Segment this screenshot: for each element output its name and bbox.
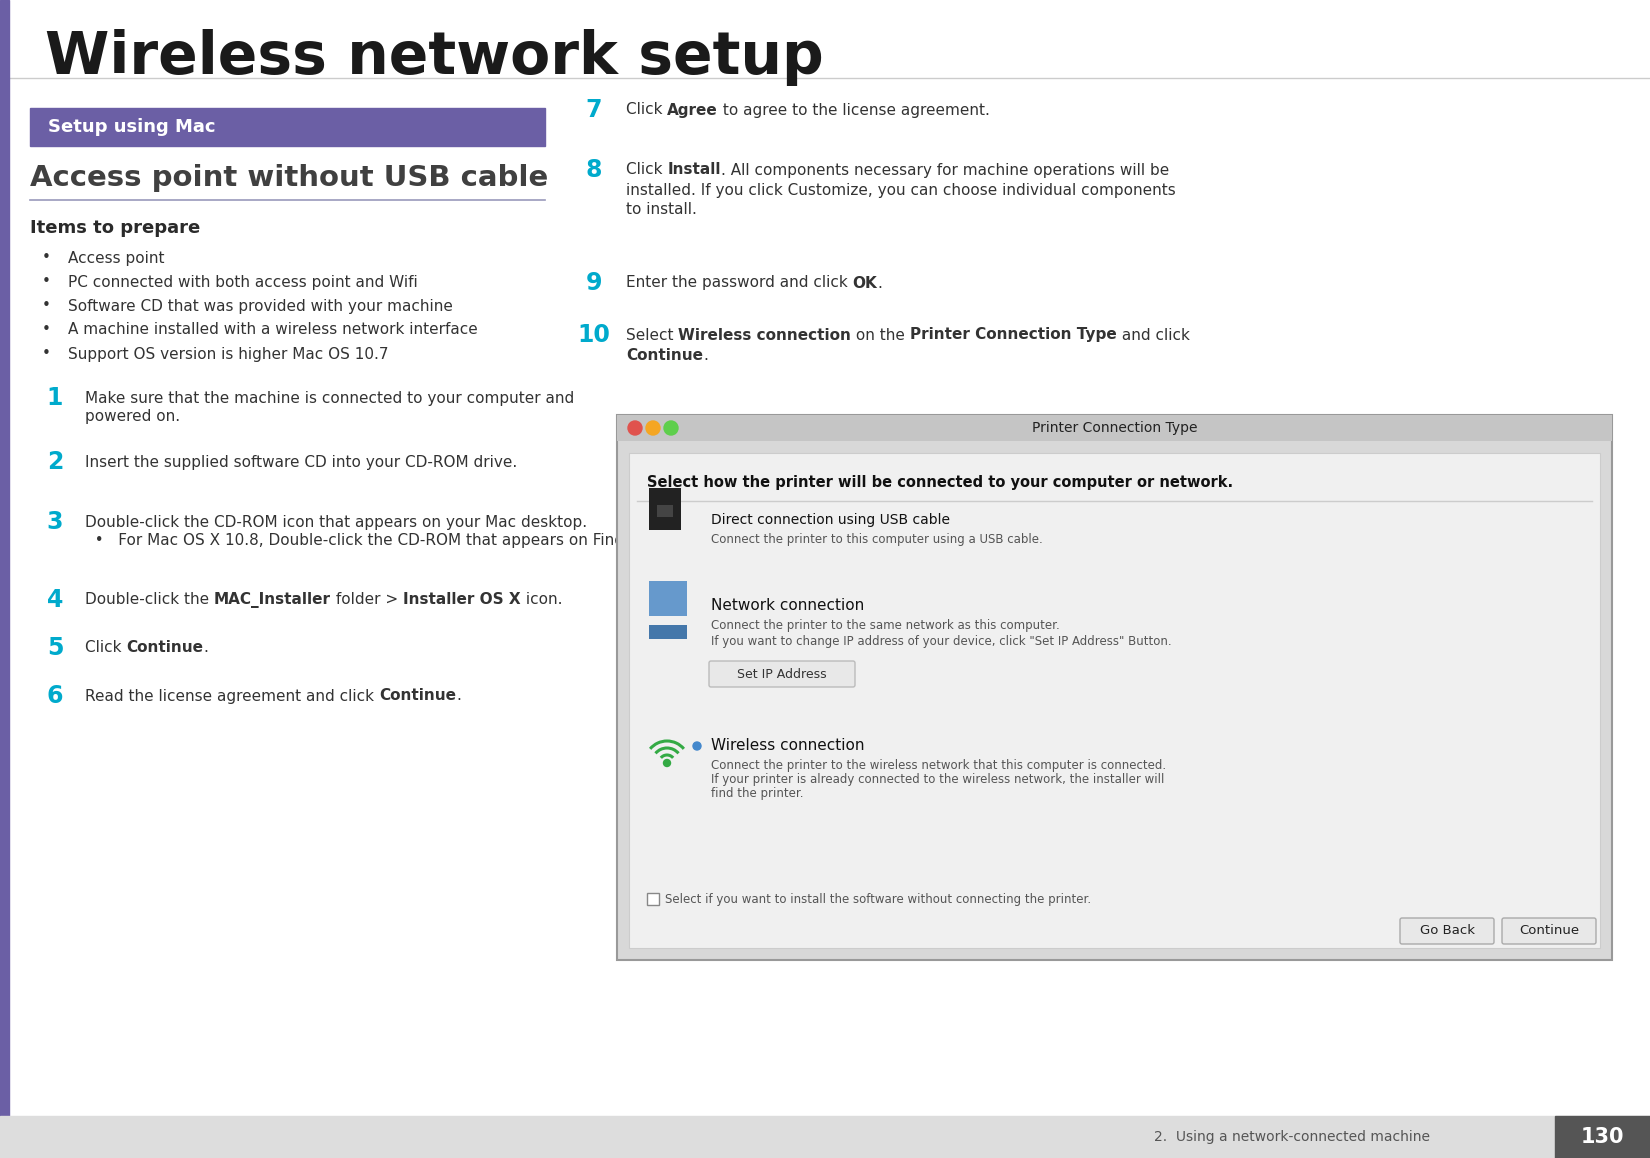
Circle shape [647,422,660,435]
Text: Connect the printer to this computer using a USB cable.: Connect the printer to this computer usi… [711,533,1043,545]
Text: Direct connection using USB cable: Direct connection using USB cable [711,513,950,527]
Text: Select how the printer will be connected to your computer or network.: Select how the printer will be connected… [647,476,1233,491]
Text: 10: 10 [578,323,610,347]
Bar [648,488,681,530]
Text: Continue: Continue [625,347,703,362]
Text: Set IP Address: Set IP Address [738,667,827,681]
Text: Wireless connection: Wireless connection [678,328,851,343]
FancyBboxPatch shape [1399,918,1493,944]
Bar [30,108,544,146]
Text: Install: Install [667,162,721,177]
Circle shape [693,742,701,750]
Text: Printer Connection Type: Printer Connection Type [911,328,1117,343]
Text: 4: 4 [46,588,63,611]
Text: OK: OK [853,276,878,291]
Text: Continue: Continue [127,640,203,655]
Text: Enter the password and click: Enter the password and click [625,276,853,291]
Text: 5: 5 [46,636,63,660]
Bar [647,893,658,906]
Text: powered on.: powered on. [86,409,180,424]
Text: installed. If you click Customize, you can choose individual components: installed. If you click Customize, you c… [625,183,1176,198]
Text: Connect the printer to the wireless network that this computer is connected.: Connect the printer to the wireless netw… [711,760,1167,772]
Bar [617,415,1612,960]
Text: Wireless connection: Wireless connection [711,739,865,754]
Text: Wireless network setup: Wireless network setup [45,29,823,87]
Text: 2: 2 [46,450,63,474]
Bar [629,453,1600,948]
Text: Installer OS X: Installer OS X [403,593,521,608]
Text: .: . [455,689,460,704]
Text: •   For Mac OS X 10.8, Double-click the CD-ROM that appears on Finder.: • For Mac OS X 10.8, Double-click the CD… [86,533,644,548]
Text: Support OS version is higher Mac OS 10.7: Support OS version is higher Mac OS 10.7 [68,346,388,361]
Text: If you want to change IP address of your device, click "Set IP Address" Button.: If you want to change IP address of your… [711,635,1172,647]
Text: Insert the supplied software CD into your CD-ROM drive.: Insert the supplied software CD into you… [86,454,516,469]
Bar [0,1116,1650,1158]
Text: Read the license agreement and click: Read the license agreement and click [86,689,380,704]
Text: Go Back: Go Back [1419,924,1475,938]
Text: . All components necessary for machine operations will be: . All components necessary for machine o… [721,162,1170,177]
Bar [0,0,8,1158]
Text: MAC_Installer: MAC_Installer [214,592,332,608]
Text: Double-click the: Double-click the [86,593,214,608]
Text: 1: 1 [46,386,63,410]
Text: If your printer is already connected to the wireless network, the installer will: If your printer is already connected to … [711,774,1165,786]
Text: PC connected with both access point and Wifi: PC connected with both access point and … [68,274,417,290]
Text: Connect the printer to the same network as this computer.: Connect the printer to the same network … [711,620,1059,632]
Text: Select if you want to install the software without connecting the printer.: Select if you want to install the softwa… [665,893,1091,906]
Text: Double-click the CD-ROM icon that appears on your Mac desktop.: Double-click the CD-ROM icon that appear… [86,514,587,529]
Text: folder >: folder > [332,593,403,608]
Bar [617,415,1612,441]
Text: 8: 8 [586,157,602,182]
Text: 3: 3 [46,510,63,534]
Text: Items to prepare: Items to prepare [30,219,200,237]
Text: 9: 9 [586,271,602,295]
FancyBboxPatch shape [1502,918,1596,944]
Text: Click: Click [86,640,127,655]
Text: .: . [878,276,883,291]
Text: Agree: Agree [667,103,718,117]
Text: Continue: Continue [1520,924,1579,938]
Text: Access point: Access point [68,250,165,265]
Text: Software CD that was provided with your machine: Software CD that was provided with your … [68,299,452,314]
Text: find the printer.: find the printer. [711,787,804,800]
Text: •: • [41,299,51,314]
Text: to install.: to install. [625,203,696,218]
Text: 7: 7 [586,98,602,122]
Text: .: . [203,640,208,655]
Text: Printer Connection Type: Printer Connection Type [1031,422,1198,435]
Text: Network connection: Network connection [711,599,865,614]
Bar [648,581,686,616]
Text: Continue: Continue [380,689,455,704]
Bar [657,505,673,516]
Text: A machine installed with a wireless network interface: A machine installed with a wireless netw… [68,322,478,337]
Text: Click: Click [625,162,667,177]
FancyBboxPatch shape [710,661,855,687]
Text: •: • [41,250,51,265]
Text: icon.: icon. [521,593,563,608]
Circle shape [663,422,678,435]
Text: 130: 130 [1581,1127,1624,1148]
Circle shape [663,760,670,767]
Text: •: • [41,274,51,290]
Text: •: • [41,346,51,361]
Bar [648,625,686,639]
Text: .: . [703,347,708,362]
Text: 2.  Using a network-connected machine: 2. Using a network-connected machine [1153,1130,1431,1144]
Text: and click: and click [1117,328,1190,343]
Text: on the: on the [851,328,911,343]
Text: 6: 6 [46,684,63,708]
Text: Setup using Mac: Setup using Mac [48,118,216,135]
Circle shape [629,422,642,435]
Text: Make sure that the machine is connected to your computer and: Make sure that the machine is connected … [86,390,574,405]
Text: Access point without USB cable: Access point without USB cable [30,164,548,192]
Text: Select: Select [625,328,678,343]
Text: to agree to the license agreement.: to agree to the license agreement. [718,103,990,117]
Bar [1554,1116,1650,1158]
Text: Click: Click [625,103,667,117]
Text: •: • [41,322,51,337]
